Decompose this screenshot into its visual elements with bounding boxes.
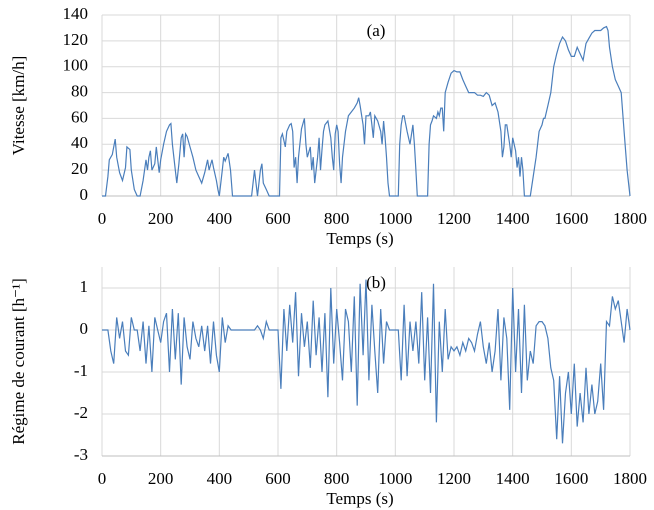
x-tick-label: 1200 xyxy=(437,209,471,228)
y-tick-label: 20 xyxy=(71,159,88,178)
y-tick-label: 140 xyxy=(63,4,89,23)
x-tick-label: 800 xyxy=(324,209,350,228)
x-tick-label: 600 xyxy=(265,209,291,228)
x-axis-label: Temps (s) xyxy=(326,229,393,248)
data-line xyxy=(102,279,631,444)
x-tick-label: 400 xyxy=(207,469,233,488)
x-tick-label: 1600 xyxy=(554,209,588,228)
x-tick-label: 0 xyxy=(98,469,107,488)
y-tick-label: 60 xyxy=(71,107,88,126)
y-axis-label: Régime de courant [h⁻¹] xyxy=(9,278,28,445)
y-tick-label: 0 xyxy=(80,185,89,204)
x-tick-label: 1800 xyxy=(613,469,647,488)
x-tick-label: 1400 xyxy=(496,469,530,488)
x-tick-label: 1600 xyxy=(554,469,588,488)
x-tick-label: 0 xyxy=(98,209,107,228)
x-tick-label: 400 xyxy=(207,209,233,228)
x-axis-label: Temps (s) xyxy=(326,489,393,508)
y-tick-label: 120 xyxy=(63,30,89,49)
y-tick-label: -3 xyxy=(74,445,88,464)
x-tick-label: 800 xyxy=(324,469,350,488)
x-tick-label: 1200 xyxy=(437,469,471,488)
y-tick-label: 40 xyxy=(71,133,88,152)
x-tick-label: 200 xyxy=(148,469,174,488)
x-tick-label: 1800 xyxy=(613,209,647,228)
y-tick-label: 1 xyxy=(80,277,89,296)
y-tick-label: -2 xyxy=(74,403,88,422)
annotation: (a) xyxy=(367,21,386,40)
y-tick-label: 0 xyxy=(80,319,89,338)
x-tick-label: 600 xyxy=(265,469,291,488)
y-axis-label: Vitesse [km/h] xyxy=(9,56,28,156)
y-tick-label: -1 xyxy=(74,361,88,380)
data-line xyxy=(102,25,631,197)
x-tick-label: 1000 xyxy=(378,209,412,228)
x-tick-label: 1400 xyxy=(496,209,530,228)
annotation: (b) xyxy=(366,273,386,292)
x-tick-label: 1000 xyxy=(378,469,412,488)
y-tick-label: 80 xyxy=(71,81,88,100)
y-tick-label: 100 xyxy=(63,56,89,75)
x-tick-label: 200 xyxy=(148,209,174,228)
